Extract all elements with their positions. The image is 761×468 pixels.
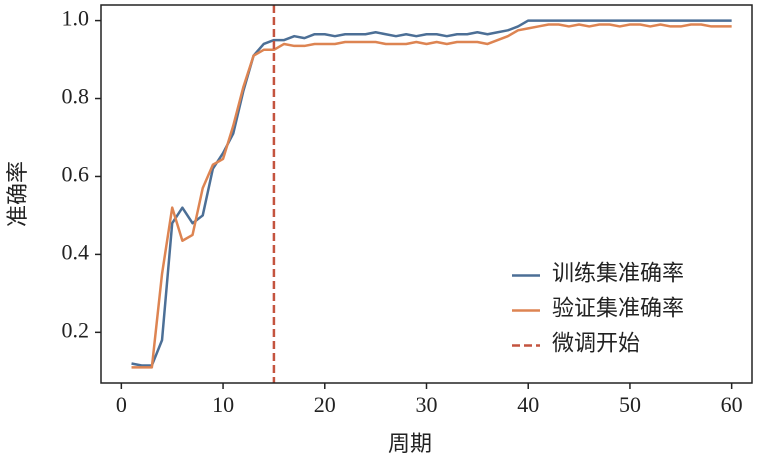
legend-label: 微调开始 <box>552 331 640 356</box>
x-tick-label: 50 <box>619 392 641 417</box>
y-tick-label: 0.6 <box>62 162 90 187</box>
plot-frame <box>100 4 753 384</box>
y-tick-label: 0.4 <box>62 239 90 264</box>
series-line <box>131 23 732 369</box>
y-tick-label: 0.2 <box>62 317 90 342</box>
y-axis-label: 准确率 <box>5 161 30 227</box>
series-line <box>131 19 732 367</box>
x-tick-label: 60 <box>721 392 743 417</box>
x-tick-label: 20 <box>314 392 336 417</box>
x-tick-label: 10 <box>212 392 234 417</box>
y-tick-label: 1.0 <box>62 6 90 31</box>
x-tick-label: 0 <box>116 392 127 417</box>
x-axis-label: 周期 <box>388 431 432 456</box>
x-tick-label: 40 <box>517 392 539 417</box>
legend-label: 训练集准确率 <box>552 261 684 286</box>
y-tick-label: 0.8 <box>62 84 90 109</box>
legend-label: 验证集准确率 <box>552 296 684 321</box>
x-tick-label: 30 <box>416 392 438 417</box>
